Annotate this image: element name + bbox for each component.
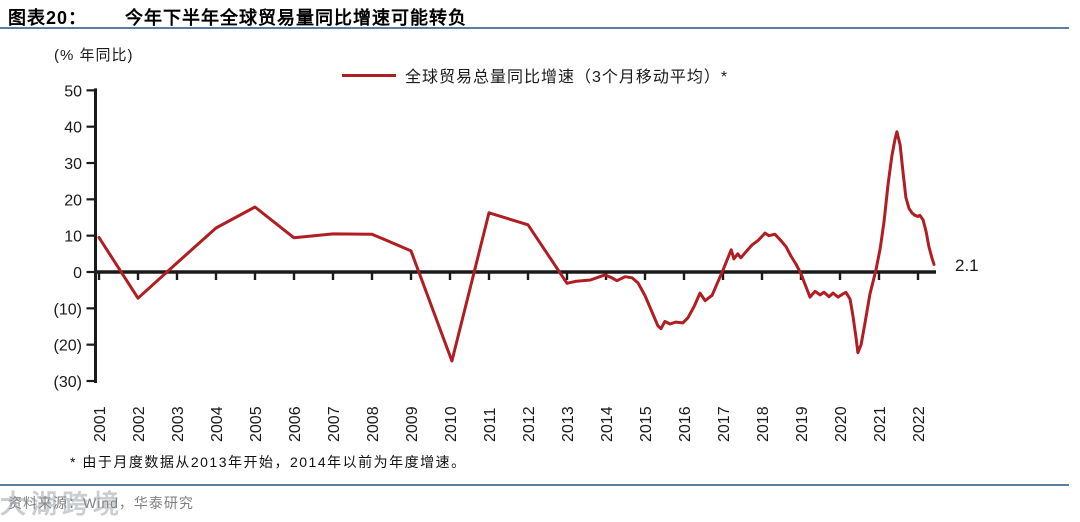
svg-text:20: 20	[64, 192, 82, 209]
svg-text:2009: 2009	[404, 406, 421, 442]
watermark: 大湖跨境	[0, 489, 125, 519]
svg-text:50: 50	[64, 83, 82, 100]
svg-text:2008: 2008	[365, 406, 382, 442]
figure-header: 图表20： 今年下半年全球贸易量同比增速可能转负	[8, 4, 467, 30]
figure-title: 今年下半年全球贸易量同比增速可能转负	[125, 8, 468, 28]
svg-text:2014: 2014	[599, 406, 616, 442]
svg-text:2022: 2022	[911, 406, 928, 442]
svg-text:2018: 2018	[755, 406, 772, 442]
data-source-text: 资料来源：Wind，华泰研究	[8, 495, 194, 511]
svg-text:0: 0	[73, 265, 82, 282]
svg-text:2017: 2017	[716, 406, 733, 442]
svg-text:30: 30	[64, 156, 82, 173]
svg-text:2010: 2010	[443, 406, 460, 442]
footer-divider-line	[0, 484, 1069, 486]
svg-text:10: 10	[64, 229, 82, 246]
svg-text:2011: 2011	[482, 407, 499, 442]
legend-line-swatch	[342, 73, 396, 77]
svg-text:(10): (10)	[54, 301, 82, 318]
svg-text:2021: 2021	[872, 406, 889, 442]
svg-text:2002: 2002	[131, 406, 148, 442]
legend-label: 全球贸易总量同比增速（3个月移动平均）*	[405, 69, 729, 86]
svg-text:2012: 2012	[521, 406, 538, 442]
chart-legend: 全球贸易总量同比增速（3个月移动平均）*	[342, 63, 728, 87]
svg-text:2016: 2016	[677, 406, 694, 442]
svg-text:2019: 2019	[794, 406, 811, 442]
chart-footnote: * 由于月度数据从2013年开始，2014年以前为年度增速。	[70, 454, 467, 470]
svg-text:2001: 2001	[92, 406, 109, 442]
figure-number-label: 图表20：	[8, 8, 88, 28]
svg-text:2003: 2003	[170, 406, 187, 442]
svg-text:2013: 2013	[560, 406, 577, 442]
svg-text:2006: 2006	[287, 406, 304, 442]
svg-text:(30): (30)	[54, 374, 82, 391]
svg-text:40: 40	[64, 120, 82, 137]
svg-text:2015: 2015	[638, 406, 655, 442]
title-divider-line	[0, 27, 1069, 29]
y-axis-unit-label: (% 年同比)	[54, 47, 134, 64]
latest-value-annotation: 2.1	[955, 256, 979, 275]
svg-text:2004: 2004	[209, 406, 226, 442]
svg-text:2007: 2007	[326, 406, 343, 442]
svg-text:(20): (20)	[54, 338, 82, 355]
svg-text:2005: 2005	[248, 406, 265, 442]
svg-text:2020: 2020	[833, 406, 850, 442]
